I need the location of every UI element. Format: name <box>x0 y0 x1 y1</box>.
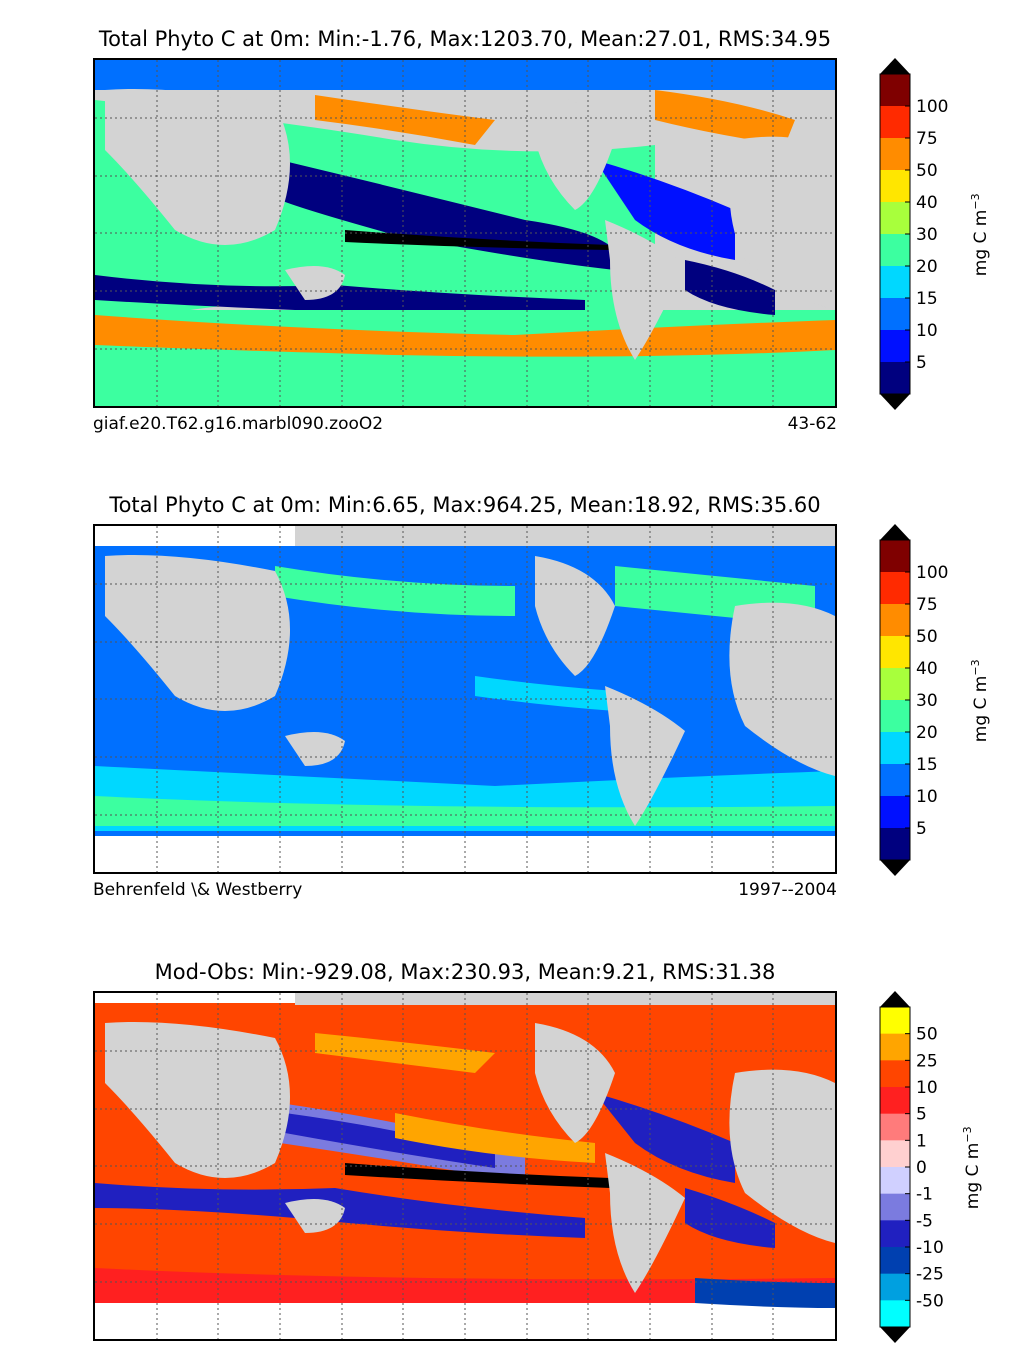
colorbar-segment <box>880 298 910 331</box>
colorbar-tick-label: 75 <box>916 595 938 615</box>
colorbar-segment <box>880 74 910 107</box>
colorbar-extend-min <box>880 860 910 876</box>
colorbar-tick-label: 20 <box>916 723 938 743</box>
colorbar-tick-label: 25 <box>916 1051 938 1071</box>
colorbar-extend-min <box>880 394 910 410</box>
colorbar-tick-label: 30 <box>916 225 938 245</box>
colorbar-segment <box>880 796 910 829</box>
colorbar-segment <box>880 732 910 765</box>
colorbar-segment <box>880 1220 910 1248</box>
colorbar-segment <box>880 1060 910 1088</box>
colorbar-tick-label: 40 <box>916 193 938 213</box>
colorbar-segment <box>880 700 910 733</box>
colorbar-segment <box>880 636 910 669</box>
panel2-source-label: Behrenfeld \& Westberry <box>93 880 303 900</box>
colorbar-tick-label: 40 <box>916 659 938 679</box>
panel2-map <box>93 524 837 874</box>
colorbar-extend-max <box>880 524 910 540</box>
colorbar-segment <box>880 266 910 299</box>
colorbar-segment <box>880 1007 910 1035</box>
colorbar-tick-label: 30 <box>916 691 938 711</box>
colorbar-tick-label: 10 <box>916 787 938 807</box>
colorbar-extend-max <box>880 58 910 74</box>
colorbar-segment <box>880 1193 910 1221</box>
panel1-colorbar: 100 75 50 40 30 20 15 10 5 <box>879 58 948 410</box>
panel1-case-label: giaf.e20.T62.g16.marbl090.zooO2 <box>93 414 384 434</box>
panel1-map <box>93 58 837 408</box>
colorbar-segment <box>880 202 910 235</box>
panel1-colorbar-unit: mg C m−3 <box>969 193 991 277</box>
colorbar-tick-label: 100 <box>916 97 948 117</box>
colorbar-tick-label: 10 <box>916 1078 938 1098</box>
panel3-map <box>93 991 837 1341</box>
colorbar-tick-label: 10 <box>916 321 938 341</box>
colorbar-segment <box>880 540 910 573</box>
colorbar-tick-label: 20 <box>916 257 938 277</box>
colorbar-tick-label: 15 <box>916 755 938 775</box>
panel3-colorbar: 50 25 10 5 1 0 -1 -5 -10 -25 -50 <box>879 991 944 1343</box>
colorbar-segment <box>880 1273 910 1301</box>
panel1-years-label: 43-62 <box>787 414 837 434</box>
colorbar-segment <box>880 1140 910 1168</box>
colorbar-segment <box>880 604 910 637</box>
colorbar-segment <box>880 572 910 605</box>
colorbar-extend-min <box>880 1327 910 1343</box>
colorbar-tick-label: 50 <box>916 1025 938 1045</box>
colorbar-segment <box>880 1113 910 1141</box>
panel2-years-label: 1997--2004 <box>738 880 837 900</box>
colorbar-segment <box>880 362 910 395</box>
colorbar-segment <box>880 1167 910 1195</box>
colorbar-segment <box>880 106 910 139</box>
colorbar-tick-label: -10 <box>916 1238 944 1258</box>
colorbar-tick-label: 5 <box>916 353 927 373</box>
colorbar-tick-label: 0 <box>916 1158 927 1178</box>
colorbar-segment <box>880 170 910 203</box>
colorbar-segment <box>880 668 910 701</box>
colorbar-tick-label: 100 <box>916 563 948 583</box>
colorbar-tick-label: 15 <box>916 289 938 309</box>
colorbar-tick-label: -25 <box>916 1265 944 1285</box>
colorbar-tick-label: -1 <box>916 1185 933 1205</box>
colorbar-segment <box>880 138 910 171</box>
colorbar-tick-label: 75 <box>916 129 938 149</box>
colorbar-segment <box>880 1087 910 1115</box>
colorbar-segment <box>880 1300 910 1328</box>
colorbar-tick-label: 50 <box>916 627 938 647</box>
colorbar-segment <box>880 330 910 363</box>
colorbar-segment <box>880 1247 910 1275</box>
panel1-title: Total Phyto C at 0m: Min:-1.76, Max:1203… <box>98 27 832 51</box>
panel2-colorbar: 100 75 50 40 30 20 15 10 5 <box>879 524 948 876</box>
colorbar-tick-label: -50 <box>916 1291 944 1311</box>
colorbar-tick-label: 50 <box>916 161 938 181</box>
colorbar-tick-label: -5 <box>916 1211 933 1231</box>
colorbar-segment <box>880 828 910 861</box>
colorbar-extend-max <box>880 991 910 1007</box>
panel3-colorbar-unit: mg C m−3 <box>961 1126 983 1210</box>
panel3-title: Mod-Obs: Min:-929.08, Max:230.93, Mean:9… <box>154 960 776 984</box>
colorbar-tick-label: 5 <box>916 819 927 839</box>
colorbar-segment <box>880 1033 910 1061</box>
panel2-colorbar-unit: mg C m−3 <box>969 659 991 743</box>
colorbar-tick-label: 5 <box>916 1105 927 1125</box>
colorbar-segment <box>880 764 910 797</box>
colorbar-segment <box>880 234 910 267</box>
panel2-title: Total Phyto C at 0m: Min:6.65, Max:964.2… <box>109 493 821 517</box>
colorbar-tick-label: 1 <box>916 1131 927 1151</box>
